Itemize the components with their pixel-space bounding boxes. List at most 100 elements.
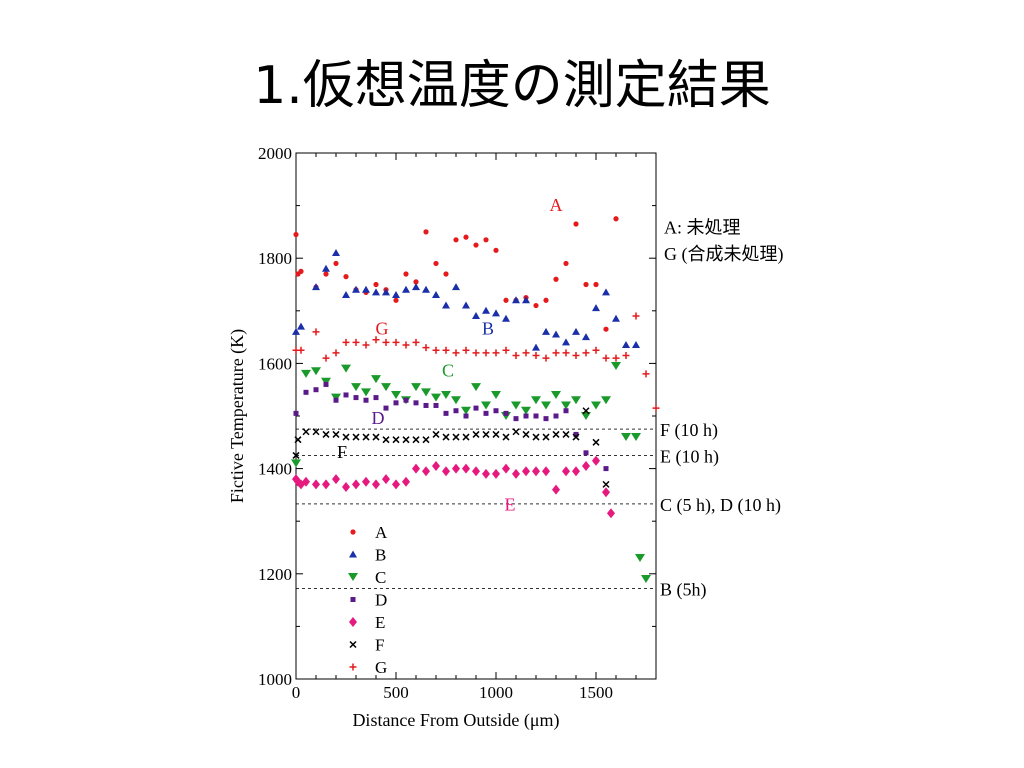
legend-label: A — [375, 523, 388, 542]
data-point-e — [442, 466, 450, 477]
data-point-b — [492, 309, 500, 317]
data-point-g — [552, 349, 560, 357]
data-point-c — [431, 393, 441, 402]
legend-label: E — [375, 613, 385, 632]
data-point-g — [392, 338, 400, 346]
data-point-g — [532, 352, 540, 360]
y-tick-label: 1400 — [258, 460, 292, 479]
data-point-c — [531, 396, 541, 405]
data-point-d — [503, 410, 509, 416]
data-point-b — [372, 288, 380, 296]
inline-series-label: G — [376, 318, 389, 338]
data-point-a — [413, 279, 419, 285]
data-point-e — [322, 479, 330, 490]
data-point-f — [462, 433, 470, 441]
data-point-f — [472, 430, 480, 438]
data-point-c — [361, 388, 371, 397]
data-point-a — [603, 326, 609, 332]
reference-line-label: C (5 h), D (10 h) — [660, 495, 781, 516]
data-point-d — [433, 402, 439, 408]
data-point-g — [322, 354, 330, 362]
data-point-c — [551, 390, 561, 399]
data-point-a — [433, 260, 439, 267]
data-point-b — [342, 291, 350, 299]
data-point-b — [452, 283, 460, 291]
data-point-d — [533, 413, 539, 419]
data-point-d — [383, 405, 389, 411]
data-point-b — [562, 338, 570, 346]
data-point-g — [352, 338, 360, 346]
data-point-e — [542, 466, 550, 477]
data-point-a — [323, 271, 329, 277]
data-point-f — [452, 433, 460, 441]
data-point-c — [635, 554, 645, 563]
data-point-g — [362, 341, 370, 349]
data-point-e — [572, 466, 580, 477]
data-point-c — [391, 390, 401, 399]
axes: 1000 1200 1400 1600 1800 2000 0 500 1000 1500 Dist… — [227, 144, 657, 731]
data-point-g — [452, 349, 460, 357]
data-point-d — [523, 413, 529, 419]
series-f — [292, 407, 610, 488]
data-point-a — [613, 216, 619, 222]
data-point-g — [652, 404, 660, 412]
data-point-e — [532, 466, 540, 477]
data-point-c — [641, 575, 651, 584]
data-point-c — [441, 390, 451, 399]
data-point-d — [583, 450, 589, 456]
data-point-c — [451, 396, 461, 405]
data-point-b — [542, 327, 550, 335]
data-point-f — [592, 438, 600, 446]
x-tick-label: 1000 — [479, 683, 513, 702]
data-point-f — [382, 436, 390, 444]
data-point-d — [343, 392, 349, 398]
data-point-b — [352, 285, 360, 293]
data-point-d — [363, 397, 369, 403]
inline-series-label: E — [505, 495, 516, 515]
data-point-g — [342, 338, 350, 346]
data-point-e — [422, 466, 430, 477]
data-point-f — [522, 430, 530, 438]
legend-marker-a — [350, 529, 356, 535]
data-point-g — [562, 349, 570, 357]
legend-marker-g — [349, 663, 357, 671]
data-point-a — [453, 237, 459, 243]
data-point-d — [423, 402, 429, 408]
data-point-b — [612, 314, 620, 322]
data-point-g — [422, 344, 430, 352]
data-point-g — [592, 346, 600, 354]
data-point-a — [333, 260, 339, 267]
data-point-g — [442, 346, 450, 354]
data-point-c — [571, 396, 581, 405]
data-point-e — [582, 460, 590, 471]
data-point-g — [472, 349, 480, 357]
data-point-a — [493, 247, 499, 253]
inline-series-label: A — [550, 195, 563, 215]
data-point-c — [351, 383, 361, 392]
data-point-f — [542, 433, 550, 441]
legend-marker-b — [349, 550, 357, 558]
data-point-b — [412, 283, 420, 291]
data-point-e — [492, 468, 500, 479]
legend-marker-e — [349, 617, 357, 627]
data-point-g — [432, 346, 440, 354]
data-point-d — [573, 431, 579, 437]
data-point-d — [603, 466, 609, 472]
data-point-e — [452, 463, 460, 474]
data-point-b — [422, 285, 430, 293]
data-point-c — [511, 401, 521, 410]
data-point-e — [562, 466, 570, 477]
data-point-f — [322, 430, 330, 438]
data-point-g — [502, 346, 510, 354]
series-e — [292, 455, 615, 519]
data-point-e — [352, 479, 360, 490]
data-point-d — [333, 397, 339, 403]
data-point-e — [462, 463, 470, 474]
data-point-g — [372, 336, 380, 344]
legend-label: F — [375, 636, 384, 655]
data-point-f — [492, 430, 500, 438]
side-annotation: A: 未処理 — [664, 218, 741, 238]
data-point-g — [542, 354, 550, 362]
side-annotation: G (合成未処理) — [664, 244, 784, 265]
